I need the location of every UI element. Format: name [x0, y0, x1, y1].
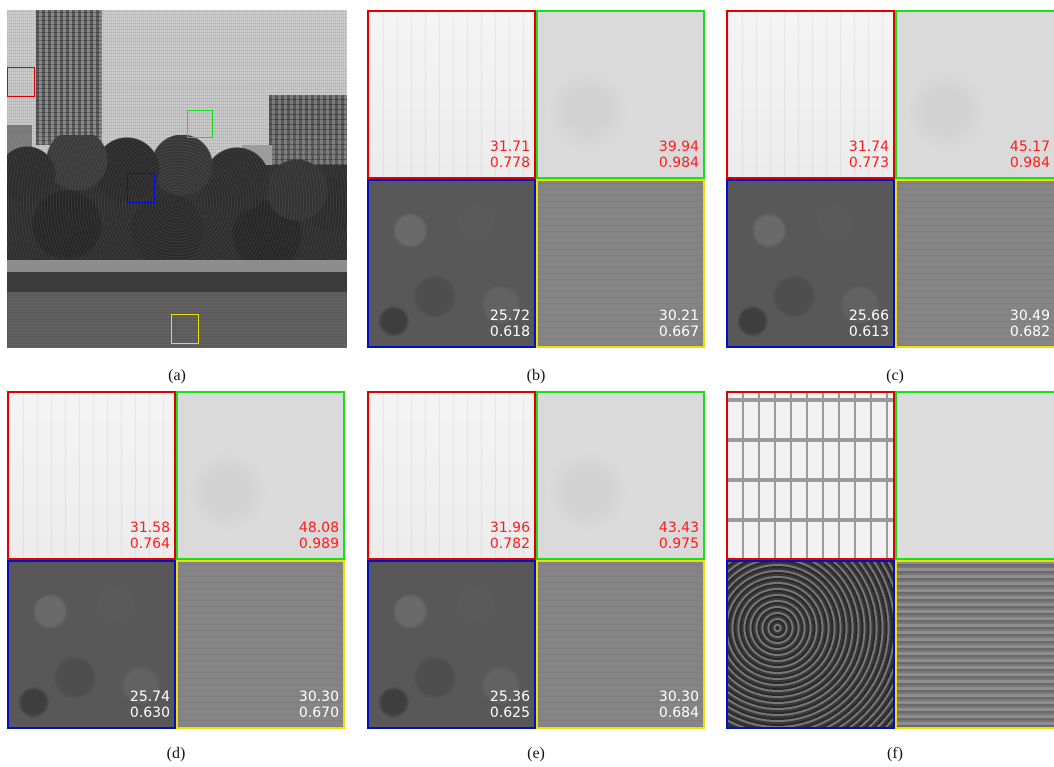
crop-green-d: 48.08 0.989	[176, 391, 345, 560]
metrics-red-c: 31.74 0.773	[848, 139, 889, 171]
caption-c: (c)	[886, 367, 904, 384]
shoreline	[7, 272, 347, 292]
metrics-yellow-d: 30.30 0.670	[298, 689, 339, 721]
metrics-yellow-e: 30.30 0.684	[658, 689, 699, 721]
metrics-green-b: 39.94 0.984	[658, 139, 699, 171]
river-water	[7, 292, 347, 348]
caption-a: (a)	[168, 367, 186, 384]
yellow-region-marker	[171, 314, 199, 344]
metrics-yellow-c: 30.49 0.682	[1009, 308, 1050, 340]
caption-f: (f)	[887, 745, 903, 762]
crop-yellow-f	[895, 560, 1054, 729]
crop-blue-b: 25.72 0.618	[367, 179, 536, 348]
crop-red-d: 31.58 0.764	[7, 391, 176, 560]
riverside-road	[7, 260, 347, 272]
metrics-red-e: 31.96 0.782	[489, 520, 530, 552]
red-region-marker	[7, 67, 35, 97]
caption-d: (d)	[166, 745, 186, 762]
caption-b: (b)	[526, 367, 546, 384]
metrics-blue-e: 25.36 0.625	[489, 689, 530, 721]
tree-canopy	[7, 135, 347, 270]
noisy-input-image	[7, 10, 347, 348]
metrics-green-d: 48.08 0.989	[298, 520, 339, 552]
crop-grid-b: 31.71 0.778 39.94 0.984 25.72 0.618 30.21 0.…	[367, 10, 705, 348]
crop-blue-c: 25.66 0.613	[726, 179, 895, 348]
crop-blue-d: 25.74 0.630	[7, 560, 176, 729]
crop-yellow-d: 30.30 0.670	[176, 560, 345, 729]
metrics-green-e: 43.43 0.975	[658, 520, 699, 552]
metrics-blue-b: 25.72 0.618	[489, 308, 530, 340]
green-region-marker	[187, 110, 213, 138]
crop-grid-f	[726, 391, 1054, 729]
metrics-green-c: 45.17 0.984	[1009, 139, 1050, 171]
crop-blue-e: 25.36 0.625	[367, 560, 536, 729]
tall-tower-building	[36, 10, 102, 145]
metrics-yellow-b: 30.21 0.667	[658, 308, 699, 340]
crop-yellow-b: 30.21 0.667	[536, 179, 705, 348]
crop-yellow-e: 30.30 0.684	[536, 560, 705, 729]
caption-e: (e)	[527, 745, 545, 762]
crop-grid-c: 31.74 0.773 45.17 0.984 25.66 0.613 30.49 0.…	[726, 10, 1054, 348]
crop-red-c: 31.74 0.773	[726, 10, 895, 179]
crop-green-b: 39.94 0.984	[536, 10, 705, 179]
metrics-red-b: 31.71 0.778	[489, 139, 530, 171]
crop-green-f	[895, 391, 1054, 560]
crop-grid-e: 31.96 0.782 43.43 0.975 25.36 0.625 30.30 0.…	[367, 391, 705, 729]
crop-red-b: 31.71 0.778	[367, 10, 536, 179]
metrics-red-d: 31.58 0.764	[129, 520, 170, 552]
crop-yellow-c: 30.49 0.682	[895, 179, 1054, 348]
metrics-blue-c: 25.66 0.613	[848, 308, 889, 340]
crop-green-c: 45.17 0.984	[895, 10, 1054, 179]
metrics-blue-d: 25.74 0.630	[129, 689, 170, 721]
blue-region-marker	[127, 173, 155, 203]
crop-red-e: 31.96 0.782	[367, 391, 536, 560]
crop-grid-d: 31.58 0.764 48.08 0.989 25.74 0.630 30.30 0.…	[7, 391, 345, 729]
crop-blue-f	[726, 560, 895, 729]
crop-red-f	[726, 391, 895, 560]
crop-green-e: 43.43 0.975	[536, 391, 705, 560]
